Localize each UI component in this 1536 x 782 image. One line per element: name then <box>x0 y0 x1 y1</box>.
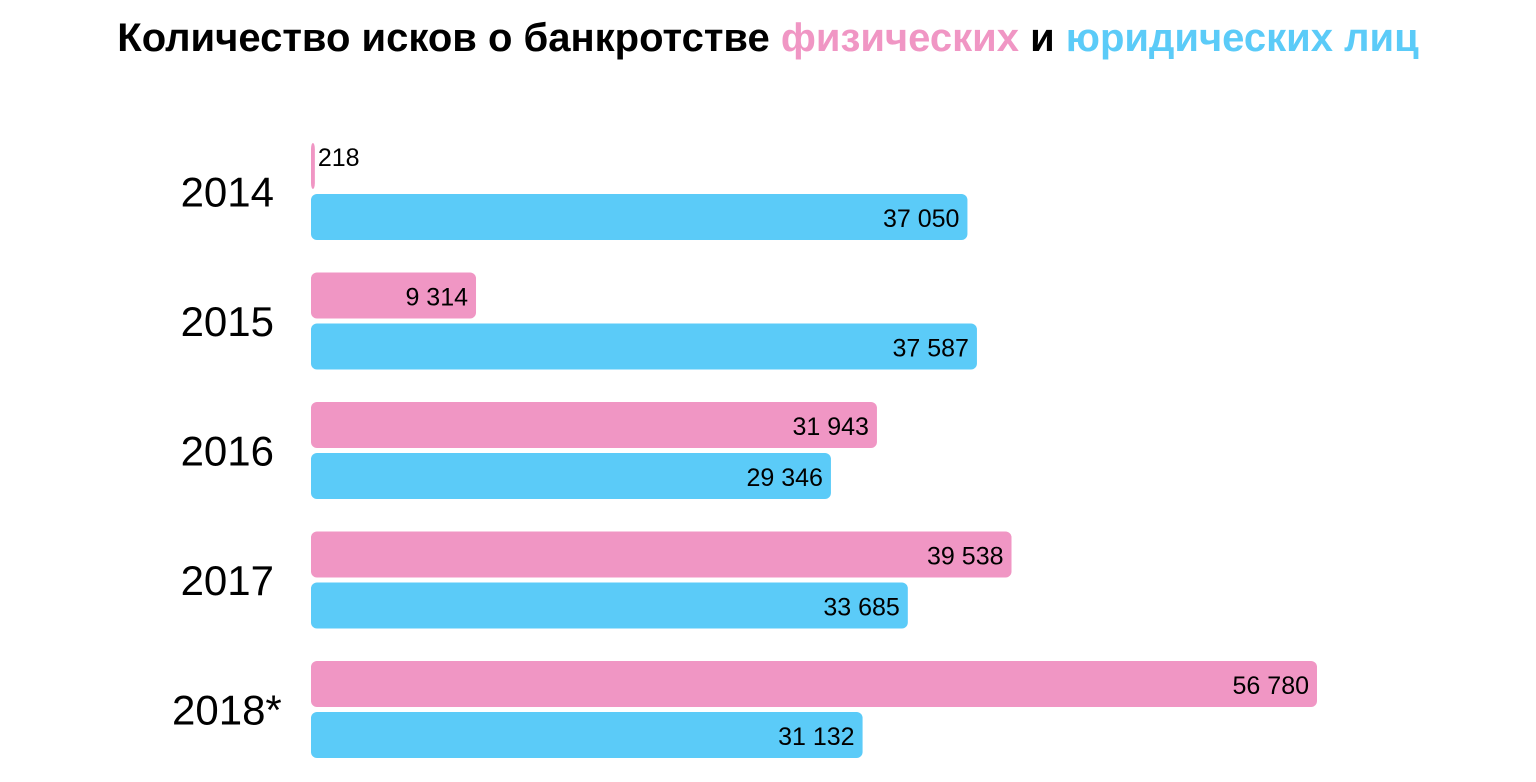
bar-legal-entities-2016 <box>311 453 831 499</box>
value-label-individuals-2018: 56 780 <box>1233 672 1309 700</box>
value-label-individuals-2014: 218 <box>318 144 360 172</box>
year-label-2017: 2017 <box>181 557 274 604</box>
value-label-legal-entities-2014: 37 050 <box>883 205 959 233</box>
year-label-2015: 2015 <box>181 298 274 345</box>
value-label-individuals-2017: 39 538 <box>927 543 1003 571</box>
bar-individuals-2015 <box>311 272 477 319</box>
year-label-2014: 2014 <box>181 169 274 216</box>
bar-legal-entities-2015 <box>311 323 977 370</box>
title-part-and: и <box>1018 16 1066 60</box>
chart-title: Количество исков о банкротстве физически… <box>0 12 1536 64</box>
bar-legal-entities-2018 <box>311 712 863 758</box>
title-part-legal-entities: юридических лиц <box>1065 16 1419 60</box>
bar-legal-entities-2014 <box>311 194 968 240</box>
bar-individuals-2016 <box>311 402 877 448</box>
bar-individuals-2017 <box>311 531 1012 578</box>
title-part-main: Количество исков о банкротстве <box>117 16 781 60</box>
bar-individuals-2014 <box>311 143 315 189</box>
value-label-legal-entities-2016: 29 346 <box>746 464 822 492</box>
value-label-legal-entities-2018: 31 132 <box>778 723 854 751</box>
value-label-legal-entities-2017: 33 685 <box>823 594 899 622</box>
title-part-individuals: физических <box>780 16 1019 60</box>
bar-individuals-2018 <box>311 661 1317 707</box>
value-label-individuals-2016: 31 943 <box>792 413 868 441</box>
bar-legal-entities-2017 <box>311 582 908 629</box>
year-label-2018: 2018* <box>172 687 282 734</box>
value-label-legal-entities-2015: 37 587 <box>892 335 968 363</box>
value-label-individuals-2015: 9 314 <box>405 284 468 312</box>
year-label-2016: 2016 <box>181 428 274 475</box>
